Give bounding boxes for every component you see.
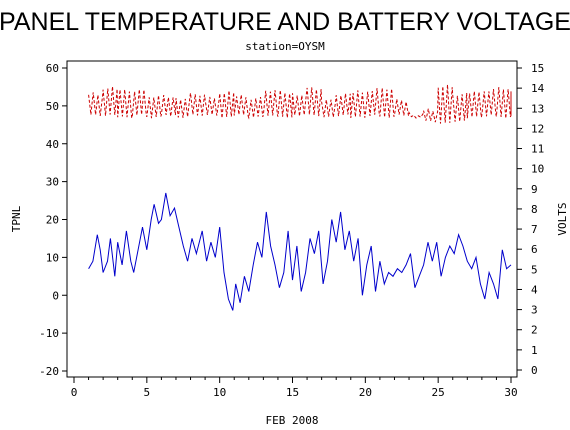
- x-tick-label: 25: [432, 386, 445, 399]
- chart-subtitle: station=OYSM: [245, 40, 325, 53]
- y-right-tick-label: 1: [531, 344, 538, 357]
- y-right-tick-label: 10: [531, 163, 544, 176]
- y-left-tick-label: -10: [39, 327, 59, 340]
- x-tick-label: 10: [213, 386, 226, 399]
- x-tick-label: 0: [71, 386, 78, 399]
- y-axis-label-right: VOLTS: [556, 202, 569, 235]
- y-left-tick-label: 20: [46, 214, 59, 227]
- y-right-tick-label: 15: [531, 62, 544, 75]
- x-tick-label: 20: [359, 386, 372, 399]
- y-right-tick-label: 3: [531, 304, 538, 317]
- y-left-tick-label: 40: [46, 138, 59, 151]
- y-left-tick-label: 50: [46, 100, 59, 113]
- y-right-tick-label: 2: [531, 324, 538, 337]
- y-right-tick-label: 5: [531, 263, 538, 276]
- temperature-line: [88, 192, 512, 311]
- y-right-tick-label: 7: [531, 223, 538, 236]
- series-layer: [88, 84, 512, 311]
- x-axis-label: FEB 2008: [266, 414, 319, 427]
- y-left-axis: -20 -10 0 10 20 30 40 50 60: [39, 62, 67, 378]
- y-right-tick-label: 8: [531, 203, 538, 216]
- y-left-tick-label: 10: [46, 251, 59, 264]
- y-right-tick-label: 14: [531, 82, 545, 95]
- y-right-tick-label: 12: [531, 122, 544, 135]
- x-tick-label: 15: [286, 386, 299, 399]
- y-right-tick-label: 9: [531, 183, 538, 196]
- x-tick-label: 5: [144, 386, 151, 399]
- y-right-tick-label: 4: [531, 283, 538, 296]
- y-right-tick-label: 6: [531, 243, 538, 256]
- y-right-tick-label: 11: [531, 143, 544, 156]
- y-left-tick-label: 60: [46, 62, 59, 75]
- y-right-tick-label: 13: [531, 102, 544, 115]
- x-axis: 0 5 10 15 20 25 30: [71, 377, 518, 399]
- y-right-tick-label: 0: [531, 364, 538, 377]
- y-left-tick-label: 0: [52, 289, 59, 302]
- y-left-tick-label: -20: [39, 365, 59, 378]
- y-axis-label-left: TPNL: [10, 205, 23, 232]
- voltage-line: [88, 84, 512, 124]
- chart-title: PANEL TEMPERATURE AND BATTERY VOLTAGE: [0, 8, 570, 36]
- y-left-tick-label: 30: [46, 176, 59, 189]
- x-tick-label: 30: [504, 386, 517, 399]
